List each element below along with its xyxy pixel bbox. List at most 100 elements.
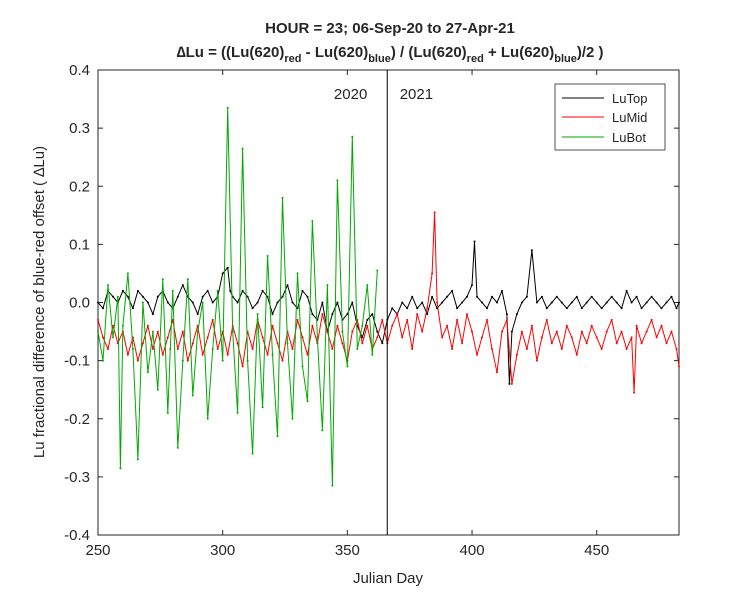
data-point-lubot [296,272,299,275]
data-point-lutop [555,295,558,298]
data-point-lutop [261,289,264,292]
title2-sub3: red [467,53,484,65]
data-point-lutop [421,301,424,304]
data-point-lubot [326,284,329,287]
data-point-lutop [615,301,618,304]
data-point-lutop [481,301,483,304]
data-point-lumid [381,318,384,321]
data-point-lutop [560,301,563,304]
data-point-lutop [376,330,379,333]
data-point-lumid [505,318,508,321]
data-point-lumid [486,318,488,321]
data-point-lubot [311,220,314,223]
data-point-lumid [640,342,643,345]
data-point-lubot [196,330,199,333]
x-axis-label: Julian Day [353,570,424,587]
data-point-lubot [316,336,319,339]
data-point-lumid [206,336,209,339]
data-point-lutop [625,289,628,292]
data-point-lumid [366,324,369,327]
data-point-lutop [241,289,244,292]
data-point-lumid [645,330,648,333]
data-point-lubot [216,289,219,292]
data-point-lubot [231,330,234,333]
data-point-lutop [426,313,429,316]
x-tick-label: 250 [85,542,110,559]
data-point-lubot [291,417,294,420]
data-point-lumid [545,318,548,321]
data-point-lumid [491,348,493,350]
data-point-lumid [476,353,478,356]
data-point-lutop [226,266,229,269]
data-point-lumid [201,353,204,356]
data-point-lubot [206,417,209,420]
data-point-lumid [515,353,518,356]
data-point-lutop [471,284,473,287]
data-point-lutop [251,307,254,310]
data-point-lutop [229,289,232,292]
data-point-lutop [461,301,464,304]
data-point-lubot [341,330,344,333]
data-point-lubot [102,359,104,362]
data-point-lumid [660,324,663,327]
data-point-lumid [341,342,344,345]
chart-title-line1: HOUR = 23; 06-Sep-20 to 27-Apr-21 [265,20,515,37]
data-point-lubot [356,348,359,350]
data-point-lutop [321,301,324,304]
data-point-lutop [271,313,274,316]
data-point-lumid [112,324,114,327]
data-point-lutop [401,301,404,304]
data-point-lumid [560,348,563,350]
data-point-lutop [545,307,548,310]
title2-prefix: ∆Lu = ((Lu(620) [176,44,284,61]
y-tick-label: 0.1 [69,236,90,253]
data-point-lutop [535,301,538,304]
y-tick-label: 0.0 [69,295,90,312]
y-tick-label: -0.1 [64,353,90,370]
data-point-lutop [510,330,513,333]
data-point-lumid [326,330,329,333]
data-point-lumid [630,336,633,339]
data-point-lutop [501,289,503,292]
data-point-lutop [600,307,603,310]
data-point-lumid [670,330,673,333]
data-point-lutop [525,295,528,298]
data-point-lutop [550,301,553,304]
data-point-lumid [426,307,429,310]
data-point-lutop [112,295,114,298]
data-point-lutop [476,295,478,298]
data-point-lumid [251,348,254,350]
data-point-lutop [466,295,468,298]
data-point-lumid [655,336,658,339]
data-point-lubot [201,301,204,304]
y-axis-label: Lu fractional difference of blue-red off… [31,146,48,458]
data-point-lutop [515,313,518,316]
data-point-lumid [550,342,553,345]
data-point-lutop [181,284,184,287]
data-point-lumid [331,348,334,350]
data-point-lubot [361,324,364,327]
data-point-lumid [181,330,184,333]
data-point-lumid [433,211,436,214]
title2-sub2: blue [368,53,391,65]
data-point-lutop [650,295,653,298]
data-point-lubot [261,406,264,409]
data-point-lubot [271,353,274,356]
data-point-lubot [211,348,214,350]
data-point-lutop [441,301,444,304]
data-point-lutop [620,307,623,310]
data-point-lubot [221,359,224,362]
data-point-lumid [565,324,568,327]
data-point-lutop [126,295,129,298]
title2-mid2: ) / (Lu(620) [391,44,467,61]
data-point-lutop [660,307,663,310]
x-tick-label: 300 [210,542,235,559]
data-point-lumid [361,342,364,345]
data-point-lumid [156,330,159,333]
data-point-lutop [136,289,139,292]
data-point-lumid [351,330,354,333]
data-point-lumid [406,318,409,321]
data-point-lumid [501,330,503,333]
data-point-lumid [281,359,284,362]
data-point-lubot [151,330,154,333]
